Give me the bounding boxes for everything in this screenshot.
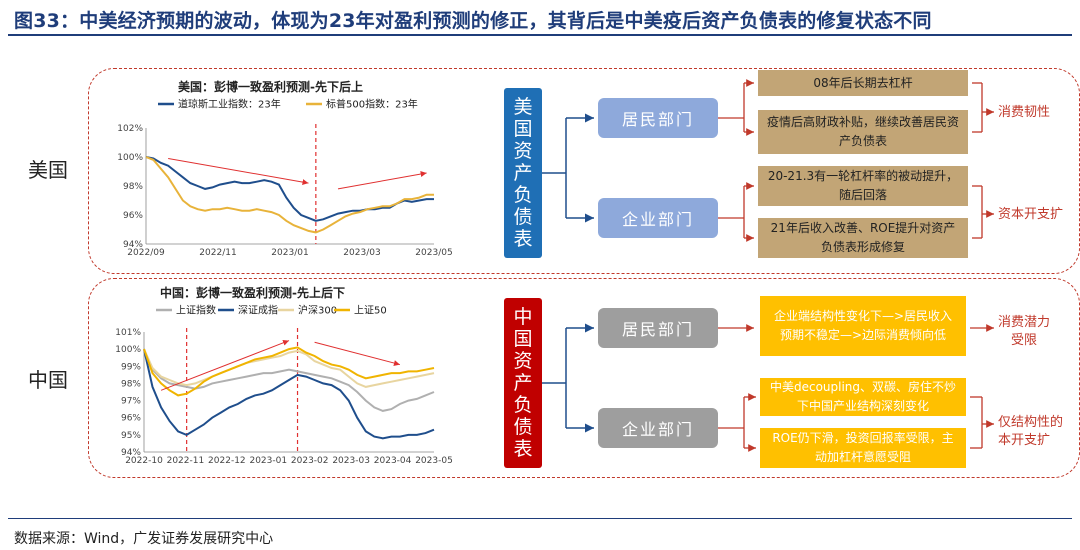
- y-tick-label: 94%: [123, 240, 143, 250]
- cn-earnings-chart: 上证指数 深证成指 沪深300 上证50 94% 95% 96% 97% 98% 99% 100% 1…: [115, 304, 453, 467]
- balance-sheet-char: 债: [513, 416, 533, 438]
- y-tick-label: 99%: [121, 362, 141, 372]
- series-line: [145, 156, 434, 234]
- y-tick-label: 95%: [121, 431, 141, 441]
- us-household-note-2: 疫情后高财政补贴，继续改善居民资产负债表: [758, 110, 968, 154]
- series-line: [143, 348, 435, 440]
- y-tick-label: 100%: [117, 153, 143, 163]
- legend-label: 上证指数: [176, 304, 216, 317]
- legend-label: 上证50: [354, 305, 387, 317]
- y-tick-label: 96%: [123, 211, 143, 221]
- trend-arrow: [337, 171, 427, 190]
- source-rule: [8, 518, 1072, 519]
- x-tick-label: 2023-04: [374, 456, 412, 466]
- cn-chart-title: 中国：彭博一致盈利预测-先上后下: [160, 286, 345, 300]
- balance-sheet-char: 国: [513, 118, 533, 140]
- x-tick-label: 2022-10: [125, 456, 163, 466]
- us-household-result: 消费韧性: [998, 105, 1051, 120]
- figure-title: 图33：中美经济预期的波动，体现为23年对盈利预测的修正，其背后是中美疫后资产负…: [14, 10, 932, 32]
- balance-sheet-char: 美: [513, 96, 533, 118]
- trend-arrow: [160, 339, 290, 391]
- us-corporate-note-2: 21年后收入改善、ROE提升对资产负债表形成修复: [758, 218, 968, 258]
- us-household-dept: 居民部门: [598, 98, 718, 138]
- x-tick-label: 2023-05: [415, 456, 453, 466]
- us-chart-title: 美国：彭博一致盈利预测-先下后上: [178, 80, 363, 94]
- y-tick-label: 100%: [115, 345, 141, 355]
- x-tick-label: 2022-12: [208, 456, 246, 466]
- cn-corporate-result-line-1: 仅结构性的: [998, 415, 1064, 430]
- cn-household-result-line-1: 消费潜力: [998, 315, 1051, 330]
- legend-label: 道琼斯工业指数：23年: [178, 98, 281, 111]
- x-tick-label: 2022/11: [199, 248, 236, 258]
- cn-corporate-result-line-2: 本开支扩: [998, 433, 1051, 448]
- series-line: [143, 346, 435, 397]
- balance-sheet-char: 中: [513, 306, 533, 328]
- balance-sheet-char: 表: [513, 228, 533, 250]
- y-tick-label: 101%: [115, 328, 141, 338]
- cn-household-dept: 居民部门: [598, 308, 718, 348]
- cn-country-label: 中国: [28, 368, 68, 392]
- title-rule: [8, 34, 1072, 36]
- balance-sheet-char: 债: [513, 206, 533, 228]
- us-balance-sheet-box: 美国资产负债表: [504, 88, 542, 258]
- trend-arrow: [314, 341, 401, 366]
- us-corporate-dept: 企业部门: [598, 198, 718, 238]
- balance-sheet-char: 资: [513, 350, 533, 372]
- figure-source: 数据来源：Wind，广发证券发展研究中心: [14, 531, 274, 547]
- series-line: [143, 348, 435, 388]
- trend-arrow: [168, 157, 309, 186]
- series-line: [143, 348, 435, 412]
- us-corporate-result: 资本开支扩: [998, 207, 1064, 222]
- legend-label: 沪深300: [298, 304, 337, 317]
- series-line: [145, 156, 434, 222]
- balance-sheet-char: 产: [513, 162, 533, 184]
- x-tick-label: 2022-11: [167, 456, 205, 466]
- balance-sheet-char: 负: [513, 394, 533, 416]
- cn-corporate-note-1: 中美decoupling、双碳、房住不炒下中国产业结构深刻变化: [760, 378, 966, 416]
- legend-label: 深证成指: [238, 304, 278, 317]
- y-tick-label: 102%: [117, 124, 143, 134]
- x-tick-label: 2022/09: [127, 248, 165, 258]
- us-household-note-1: 08年后长期去杠杆: [758, 70, 968, 96]
- y-tick-label: 98%: [123, 182, 143, 192]
- y-tick-label: 96%: [121, 414, 141, 424]
- cn-corporate-result: 仅结构性的 本开支扩: [998, 414, 1063, 450]
- x-tick-label: 2023-03: [332, 456, 370, 466]
- cn-corporate-dept: 企业部门: [598, 408, 718, 448]
- legend-label: 标普500指数：23年: [326, 98, 418, 111]
- balance-sheet-char: 负: [513, 184, 533, 206]
- us-country-label: 美国: [28, 158, 68, 182]
- balance-sheet-char: 国: [513, 328, 533, 350]
- balance-sheet-char: 产: [513, 372, 533, 394]
- x-tick-label: 2023-02: [291, 456, 329, 466]
- balance-sheet-char: 资: [513, 140, 533, 162]
- us-earnings-chart: 道琼斯工业指数：23年 标普500指数：23年 94% 96% 98% 100% 102% 2…: [117, 98, 452, 259]
- y-tick-label: 97%: [121, 397, 141, 407]
- x-tick-label: 2023-01: [249, 456, 287, 466]
- cn-household-note-1: 企业端结构性变化下—>居民收入预期不稳定—>边际消费倾向低: [760, 296, 966, 356]
- x-tick-label: 2023/05: [415, 248, 452, 258]
- y-tick-label: 98%: [121, 379, 141, 389]
- us-corporate-note-1: 20-21.3有一轮杠杆率的被动提升，随后回落: [758, 166, 968, 206]
- y-tick-label: 94%: [121, 448, 141, 458]
- x-tick-label: 2023/03: [343, 248, 380, 258]
- cn-household-result-line-2: 受限: [1011, 333, 1038, 348]
- balance-sheet-char: 表: [513, 438, 533, 460]
- cn-household-result: 消费潜力 受限: [998, 314, 1050, 350]
- x-tick-label: 2023/01: [271, 248, 308, 258]
- cn-balance-sheet-box: 中国资产负债表: [504, 298, 542, 468]
- cn-corporate-note-2: ROE仍下滑，投资回报率受限，主动加杠杆意愿受阻: [760, 428, 966, 468]
